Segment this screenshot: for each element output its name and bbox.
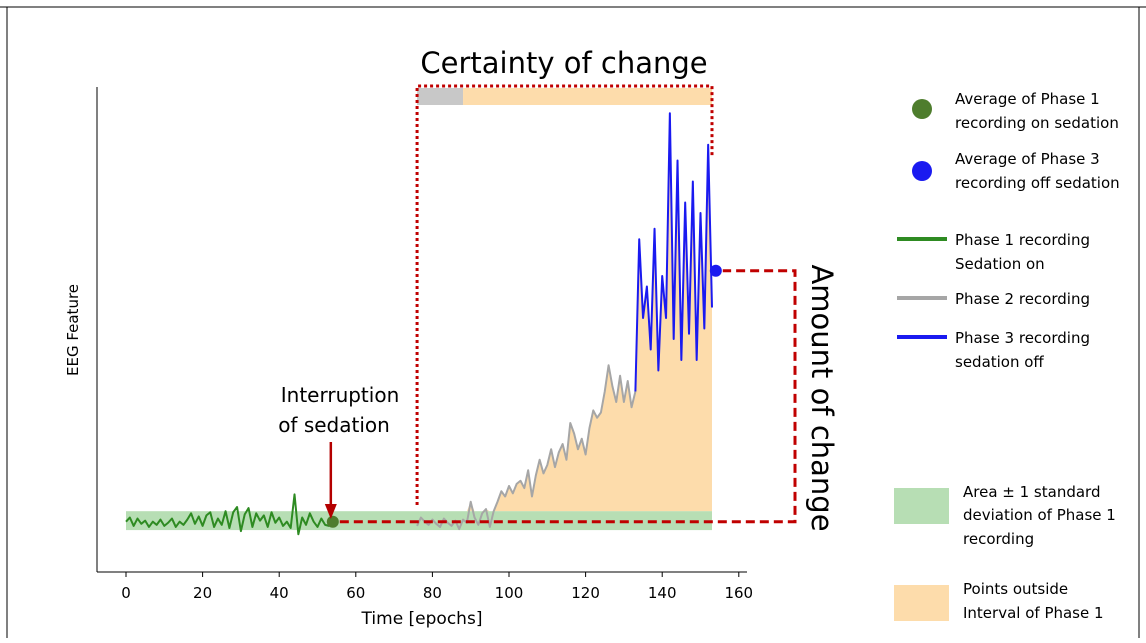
legend-label: Interval of Phase 1 — [963, 604, 1104, 622]
phase3-average-marker — [709, 264, 722, 277]
plot-area — [125, 112, 722, 536]
certainty-bar-orange — [463, 88, 712, 105]
certainty-bar-gray — [417, 88, 464, 105]
certainty-bracket — [415, 84, 714, 505]
legend-label: deviation of Phase 1 — [963, 506, 1116, 524]
x-tick-label: 80 — [423, 584, 442, 602]
legend-label: Phase 2 recording — [955, 290, 1090, 308]
outside-interval-fill — [463, 113, 712, 512]
axes: 0 20 40 60 80 100 120 140 160 — [96, 87, 753, 602]
x-tick-label: 60 — [346, 584, 365, 602]
phase1-average-marker — [326, 515, 339, 528]
legend-label: Area ± 1 standard — [963, 483, 1100, 501]
certainty-of-change-title: Certainty of change — [420, 46, 707, 80]
x-tick-label: 100 — [495, 584, 524, 602]
interruption-arrow-head — [324, 504, 337, 519]
annotations — [324, 84, 797, 524]
x-tick-label: 40 — [270, 584, 289, 602]
legend-label: Phase 3 recording — [955, 329, 1090, 347]
legend-label: sedation off — [955, 353, 1044, 371]
x-axis-label: Time [epochs] — [361, 609, 483, 629]
series-phase1-line — [125, 493, 334, 536]
y-axis-label: EEG Feature — [64, 284, 82, 376]
x-tick-label: 140 — [648, 584, 677, 602]
amount-of-change-title: Amount of change — [805, 264, 839, 531]
x-tick-label: 120 — [571, 584, 600, 602]
legend-label: Points outside — [963, 580, 1068, 598]
x-tick-label: 0 — [121, 584, 131, 602]
legend-label: Average of Phase 1 — [955, 90, 1100, 108]
series-phase3-line — [634, 112, 713, 392]
interruption-label-line2: of sedation — [278, 413, 390, 437]
legend-marker-phase3-average — [912, 161, 932, 181]
x-tick-label: 20 — [193, 584, 212, 602]
legend-marker-phase1-average — [912, 99, 932, 119]
interruption-label-line1: Interruption — [281, 383, 400, 407]
legend: Average of Phase 1 recording on sedation… — [894, 90, 1120, 622]
legend-label: Phase 1 recording — [955, 231, 1090, 249]
legend-label: recording — [963, 530, 1034, 548]
legend-label: Sedation on — [955, 255, 1045, 273]
amount-bracket — [339, 269, 797, 524]
legend-label: recording on sedation — [955, 114, 1119, 132]
x-tick-label: 160 — [724, 584, 753, 602]
legend-swatch-outside-fill — [894, 585, 949, 621]
legend-swatch-std-band — [894, 488, 949, 524]
series-phase2-line — [416, 364, 637, 531]
legend-label: Average of Phase 3 — [955, 150, 1100, 168]
legend-label: recording off sedation — [955, 174, 1120, 192]
